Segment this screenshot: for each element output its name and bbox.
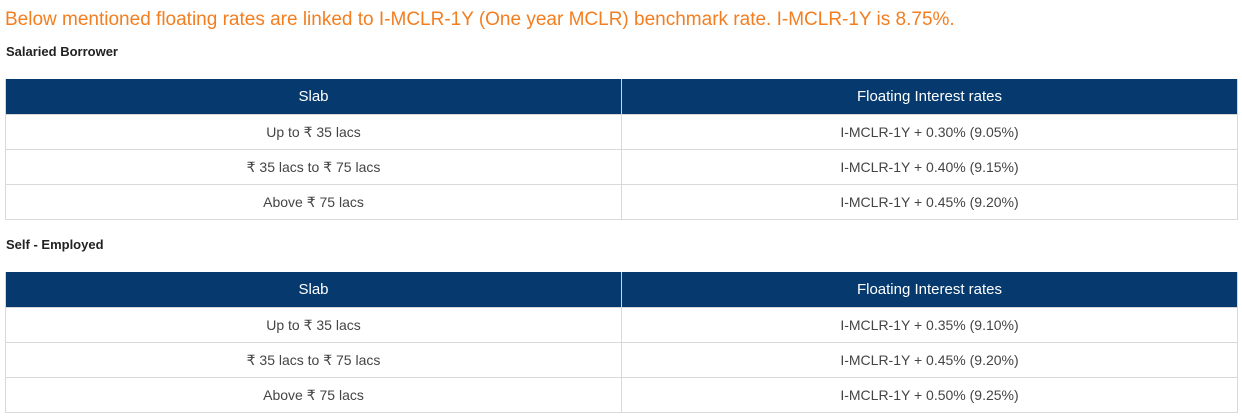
- table-row: Up to ₹ 35 lacs I-MCLR-1Y + 0.35% (9.10%…: [5, 307, 1238, 343]
- self-employed-title: Self - Employed: [6, 237, 104, 252]
- rate-cell: I-MCLR-1Y + 0.45% (9.20%): [621, 342, 1238, 378]
- slab-column-header: Slab: [5, 272, 622, 308]
- slab-cell: Up to ₹ 35 lacs: [5, 307, 622, 343]
- slab-cell: Above ₹ 75 lacs: [5, 377, 622, 413]
- slab-cell: Above ₹ 75 lacs: [5, 184, 622, 220]
- self-employed-rates-table: Slab Floating Interest rates Up to ₹ 35 …: [5, 272, 1238, 413]
- table-row: Above ₹ 75 lacs I-MCLR-1Y + 0.50% (9.25%…: [5, 377, 1238, 413]
- rate-cell: I-MCLR-1Y + 0.35% (9.10%): [621, 307, 1238, 343]
- table-row: ₹ 35 lacs to ₹ 75 lacs I-MCLR-1Y + 0.40%…: [5, 149, 1238, 185]
- floating-rate-column-header: Floating Interest rates: [621, 272, 1238, 308]
- slab-cell: ₹ 35 lacs to ₹ 75 lacs: [5, 342, 622, 378]
- salaried-borrower-rates-table: Slab Floating Interest rates Up to ₹ 35 …: [5, 79, 1238, 220]
- slab-column-header: Slab: [5, 79, 622, 115]
- floating-rate-column-header: Floating Interest rates: [621, 79, 1238, 115]
- table-header-row: Slab Floating Interest rates: [5, 79, 1238, 115]
- slab-cell: ₹ 35 lacs to ₹ 75 lacs: [5, 149, 622, 185]
- table-row: ₹ 35 lacs to ₹ 75 lacs I-MCLR-1Y + 0.45%…: [5, 342, 1238, 378]
- rate-cell: I-MCLR-1Y + 0.45% (9.20%): [621, 184, 1238, 220]
- benchmark-rate-note: Below mentioned floating rates are linke…: [5, 9, 955, 30]
- salaried-borrower-title: Salaried Borrower: [6, 44, 118, 59]
- slab-cell: Up to ₹ 35 lacs: [5, 114, 622, 150]
- table-row: Above ₹ 75 lacs I-MCLR-1Y + 0.45% (9.20%…: [5, 184, 1238, 220]
- table-header-row: Slab Floating Interest rates: [5, 272, 1238, 308]
- rate-cell: I-MCLR-1Y + 0.50% (9.25%): [621, 377, 1238, 413]
- table-row: Up to ₹ 35 lacs I-MCLR-1Y + 0.30% (9.05%…: [5, 114, 1238, 150]
- rate-cell: I-MCLR-1Y + 0.30% (9.05%): [621, 114, 1238, 150]
- rate-cell: I-MCLR-1Y + 0.40% (9.15%): [621, 149, 1238, 185]
